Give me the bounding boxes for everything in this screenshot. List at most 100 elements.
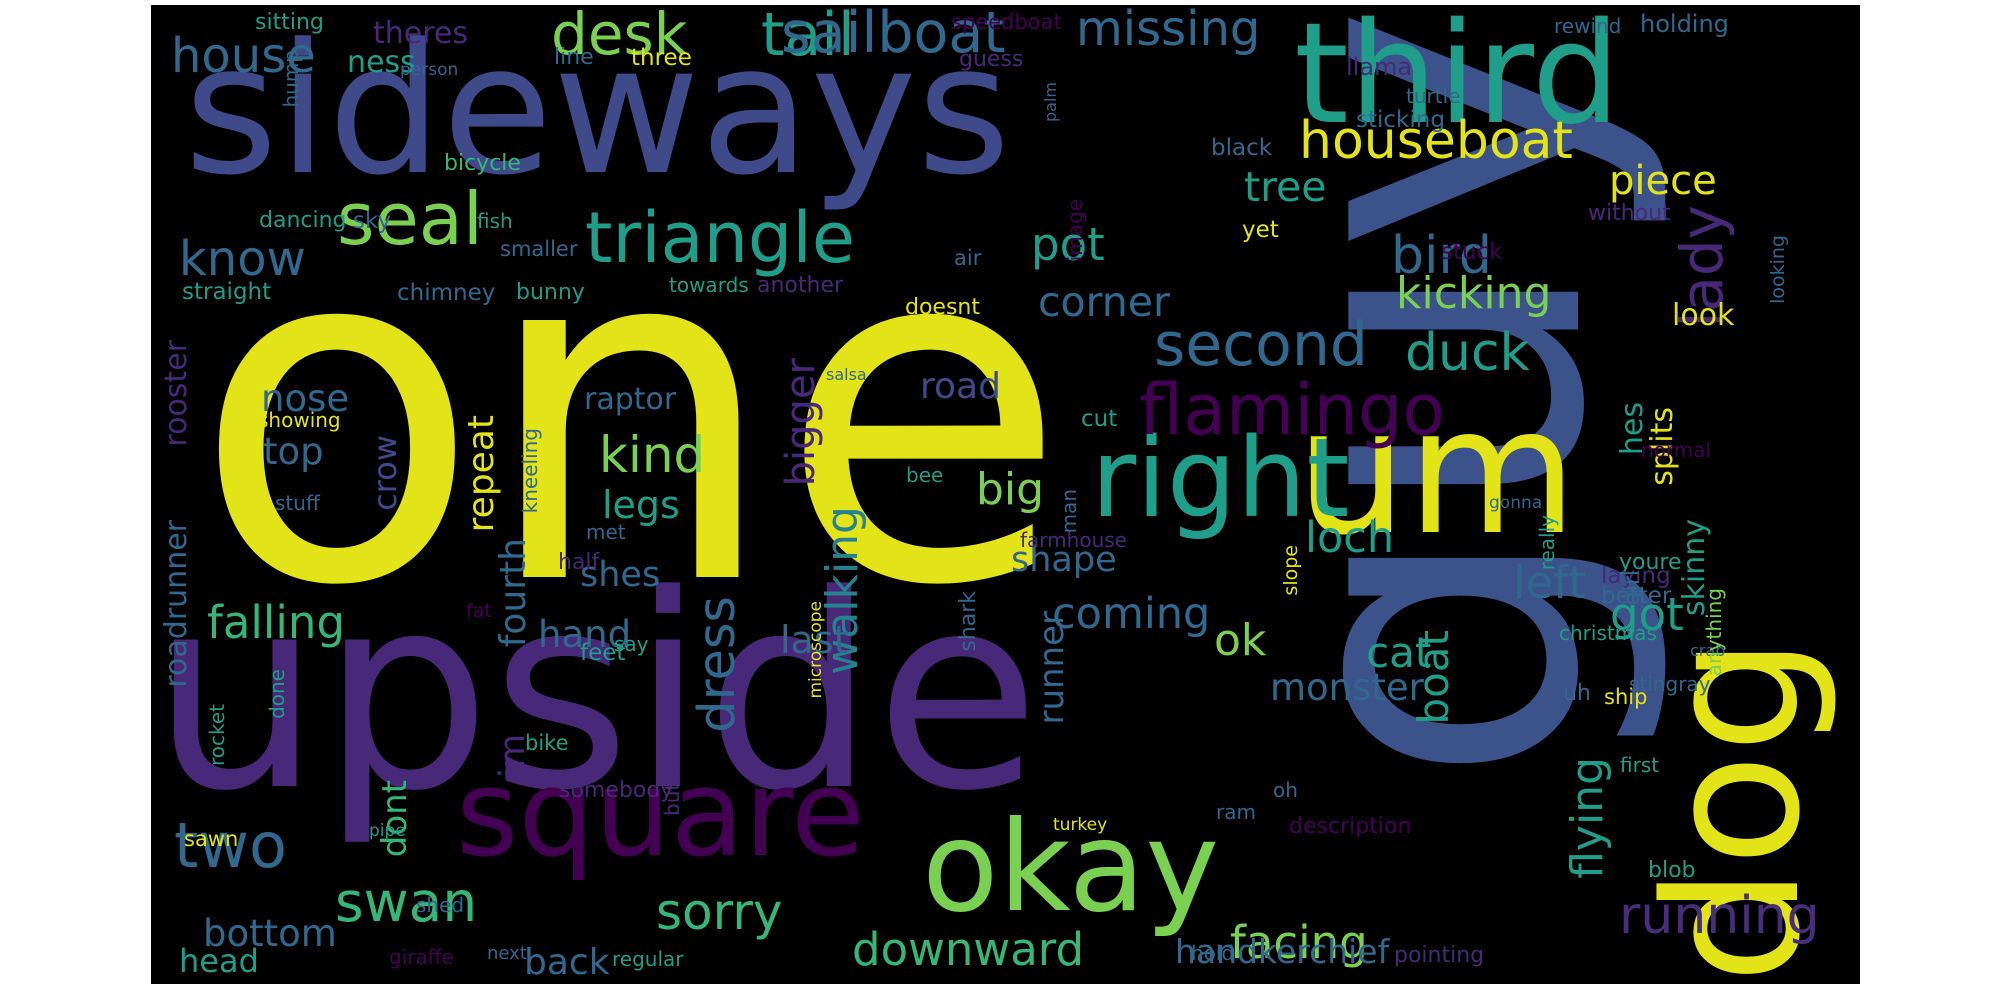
- word-house: house: [171, 28, 316, 84]
- word-man: man: [1057, 489, 1081, 534]
- word-second: second: [1154, 310, 1368, 380]
- word-fish: fish: [477, 209, 513, 233]
- word-met: met: [586, 520, 626, 544]
- word-tree: tree: [1244, 163, 1327, 211]
- word-rewind: rewind: [1554, 14, 1622, 38]
- word-two: two: [174, 809, 287, 882]
- word-upside: upside: [151, 538, 1041, 850]
- word-cut: cut: [1081, 406, 1118, 432]
- word-bicycle: bicycle: [444, 151, 521, 176]
- word-head: head: [179, 942, 259, 980]
- word-dont: dont: [375, 780, 415, 858]
- word-piece: piece: [1609, 158, 1717, 204]
- word-blob: blob: [1648, 858, 1696, 883]
- word-stuck: stuck: [1441, 239, 1503, 265]
- word-rooster: rooster: [159, 340, 194, 447]
- word-dancing: dancing: [259, 208, 347, 233]
- word-showing: showing: [258, 408, 341, 432]
- word-giraffe: giraffe: [389, 945, 454, 969]
- word-really: really: [1535, 515, 1559, 571]
- word-uh: uh: [1563, 681, 1591, 706]
- word-palm: palm: [1041, 82, 1060, 122]
- word-farmhouse: farmhouse: [1020, 528, 1127, 552]
- word-salsa: salsa: [826, 365, 867, 384]
- word-person: person: [400, 60, 459, 80]
- word-bunny: bunny: [516, 280, 585, 305]
- word-sawn: sawn: [184, 827, 239, 851]
- word-know: know: [179, 231, 306, 287]
- word-better: better: [1601, 583, 1672, 609]
- word-third: third: [1294, 5, 1621, 156]
- word-fourth: fourth: [493, 538, 534, 648]
- word-sailboat: sailboat: [781, 5, 1006, 66]
- word-hold: hold: [1191, 941, 1235, 965]
- word-desk: desk: [551, 5, 688, 68]
- word-houseboat: houseboat: [1299, 111, 1573, 171]
- word-monster: monster: [1270, 666, 1424, 709]
- word-bottom: bottom: [203, 912, 337, 955]
- word-anything: anything: [1702, 588, 1726, 677]
- word-hand: hand: [538, 613, 632, 656]
- word-ram: ram: [1216, 800, 1256, 824]
- word-guess: guess: [959, 47, 1024, 72]
- word-triangle: triangle: [585, 197, 855, 279]
- word-last: last: [780, 618, 849, 662]
- word-right: right: [1091, 414, 1350, 542]
- word-say: say: [614, 632, 649, 656]
- word-ship: ship: [1604, 685, 1648, 709]
- word-another: another: [757, 273, 844, 298]
- word-without: without: [1588, 201, 1671, 226]
- word-kicking: kicking: [1396, 268, 1552, 319]
- word-loch: loch: [1305, 513, 1395, 563]
- word-llama: llama: [1346, 53, 1413, 81]
- word-first: first: [1620, 753, 1660, 777]
- word-done: done: [265, 669, 289, 719]
- word-yet: yet: [1242, 217, 1279, 243]
- word-raptor: raptor: [584, 382, 677, 417]
- word-back: back: [524, 942, 610, 983]
- word-cloud: one upside sideways guy third um dog square okay…: [151, 5, 1860, 984]
- word-chimney: chimney: [397, 280, 496, 306]
- word-christmas: christmas: [1559, 621, 1657, 645]
- word-crow: crow: [366, 435, 404, 511]
- word-runner: runner: [1032, 611, 1072, 725]
- word-turkey: turkey: [1053, 815, 1108, 835]
- word-somebody: somebody: [559, 778, 674, 803]
- word-stuff: stuff: [275, 491, 320, 515]
- word-kneeling: kneeling: [518, 428, 542, 514]
- word-boat: boat: [1409, 630, 1458, 725]
- word-rocket: rocket: [205, 704, 229, 767]
- word-falling: falling: [207, 596, 346, 649]
- word-looking: looking: [1767, 235, 1789, 304]
- word-sky: sky: [353, 208, 392, 234]
- word-sideways: sideways: [184, 6, 1011, 215]
- word-cat: cat: [1366, 628, 1432, 677]
- word-microscope: microscope: [806, 601, 826, 699]
- word-laying: laying: [1601, 563, 1671, 589]
- word-road: road: [920, 366, 1001, 407]
- word-air: air: [954, 246, 982, 270]
- word-pot: pot: [1031, 218, 1105, 271]
- word-shed: shed: [416, 893, 465, 917]
- word-tail: tail: [761, 5, 855, 70]
- word-ok: ok: [1214, 615, 1267, 666]
- word-one: one: [193, 141, 1068, 688]
- word-downward: downward: [852, 923, 1085, 976]
- word-running: running: [1619, 886, 1820, 946]
- word-hump: hump: [279, 50, 303, 108]
- word-bee: bee: [906, 463, 944, 487]
- word-slope: slope: [1280, 545, 1302, 596]
- word-oh: oh: [1273, 778, 1298, 802]
- word-half: half: [558, 550, 600, 575]
- word-turtle: turtle: [1406, 84, 1461, 108]
- word-youre: youre: [1619, 550, 1682, 575]
- word-left: left: [1513, 556, 1586, 609]
- word-big: big: [976, 464, 1045, 515]
- word-doesnt: doesnt: [905, 295, 980, 320]
- word-shes: shes: [580, 555, 661, 595]
- word-black: black: [1211, 135, 1273, 161]
- word-fat: fat: [466, 600, 492, 622]
- word-bigger: bigger: [778, 358, 824, 487]
- word-pointing: pointing: [1394, 943, 1485, 968]
- word-okay: okay: [922, 795, 1220, 940]
